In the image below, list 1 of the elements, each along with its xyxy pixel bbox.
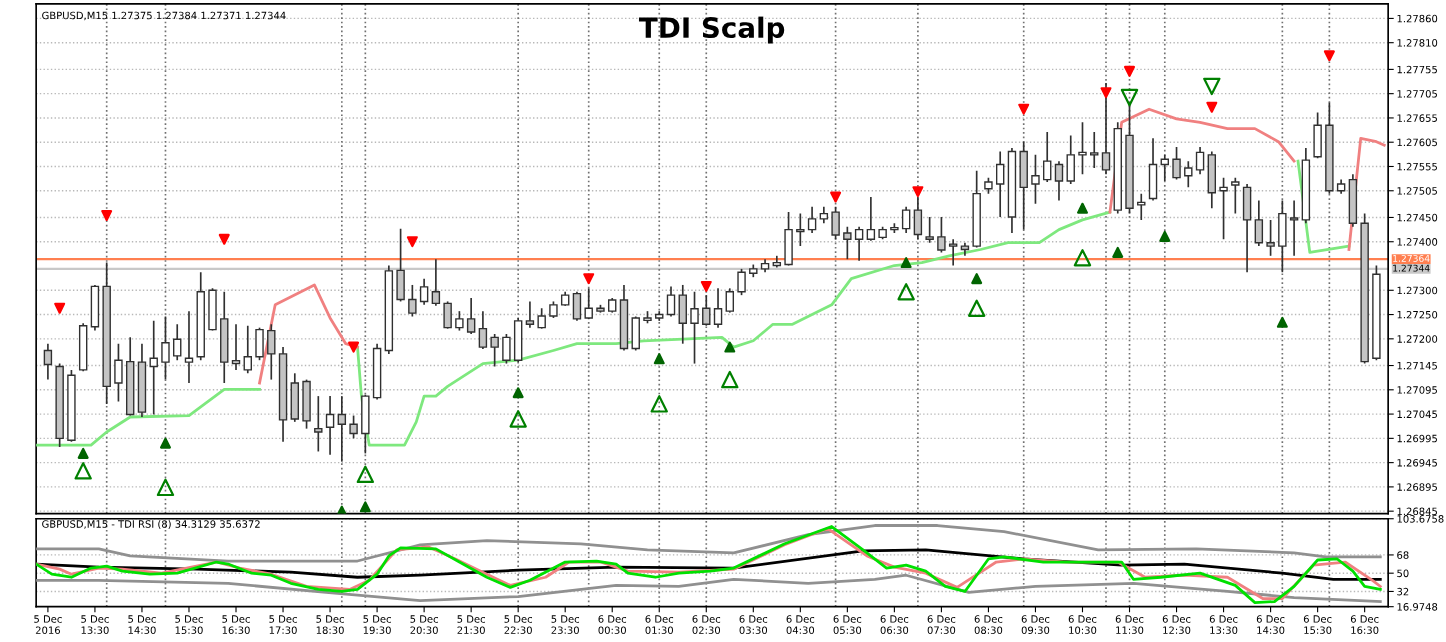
chart-title: TDI Scalp xyxy=(638,16,785,44)
